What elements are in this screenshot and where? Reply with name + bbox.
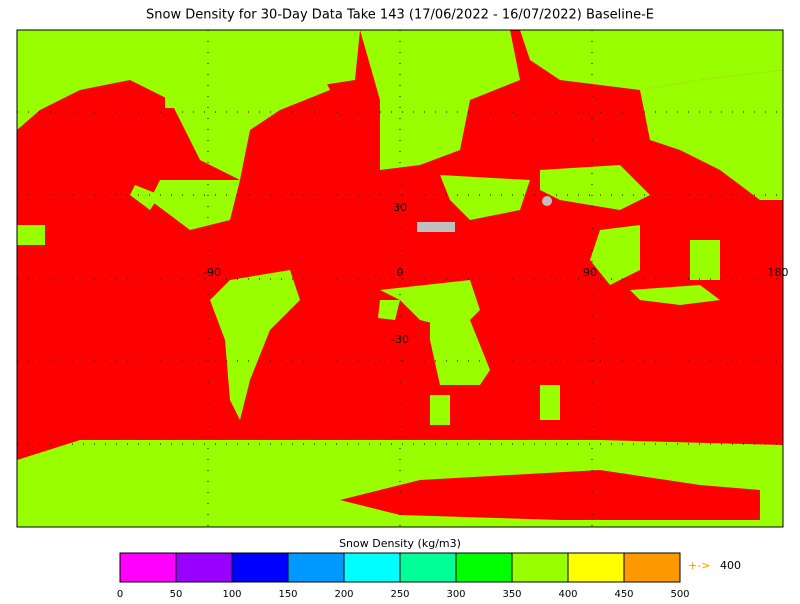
lon-label: 90 bbox=[583, 266, 597, 279]
no-data-patch bbox=[542, 196, 552, 206]
lon-label: -90 bbox=[203, 266, 221, 279]
color-bin bbox=[232, 553, 288, 582]
tick-label: 300 bbox=[446, 589, 465, 600]
graticule-labels: 30 -30 -90 0 90 180 bbox=[203, 201, 788, 346]
graticule bbox=[17, 30, 783, 527]
tick-label: 250 bbox=[390, 589, 409, 600]
tick-label: 50 bbox=[170, 589, 183, 600]
no-data-patch bbox=[417, 222, 455, 232]
color-bin bbox=[624, 553, 680, 582]
color-bin bbox=[288, 553, 344, 582]
colorbar: 0 50 100 150 200 250 300 350 400 450 500 bbox=[117, 552, 690, 600]
color-bin bbox=[176, 553, 232, 582]
lat-label: 30 bbox=[393, 201, 407, 214]
map-frame bbox=[16, 29, 784, 528]
tick-label: 200 bbox=[334, 589, 353, 600]
lon-label: 180 bbox=[768, 266, 789, 279]
tick-label: 450 bbox=[614, 589, 633, 600]
tick-label: 0 bbox=[117, 589, 123, 600]
lon-label: 0 bbox=[397, 266, 404, 279]
green-regions bbox=[17, 30, 783, 527]
color-bin bbox=[400, 553, 456, 582]
overflow-label: +-> bbox=[688, 559, 710, 572]
tick-label: 400 bbox=[558, 589, 577, 600]
lat-label: -30 bbox=[391, 333, 409, 346]
tick-label: 100 bbox=[222, 589, 241, 600]
color-bin bbox=[120, 553, 176, 582]
map: 30 -30 -90 0 90 180 bbox=[16, 29, 789, 528]
color-bin bbox=[512, 553, 568, 582]
title: Snow Density for 30-Day Data Take 143 (1… bbox=[146, 8, 654, 23]
color-bin bbox=[344, 553, 400, 582]
colorbar-label: Snow Density (kg/m3) bbox=[339, 537, 461, 550]
tick-label: 150 bbox=[278, 589, 297, 600]
color-bin bbox=[456, 553, 512, 582]
overflow-value: 400 bbox=[720, 559, 741, 572]
red-patch bbox=[340, 470, 760, 520]
tick-label: 350 bbox=[502, 589, 521, 600]
color-bin bbox=[568, 553, 624, 582]
tick-label: 500 bbox=[670, 589, 689, 600]
